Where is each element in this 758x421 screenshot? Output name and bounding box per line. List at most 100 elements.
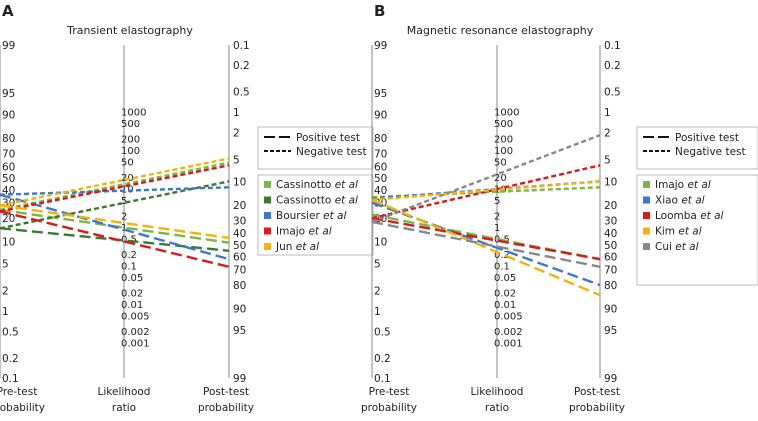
likelihood-ratio-tick-label: 0.2 [121,250,137,261]
post-test-tick-label: 80 [233,280,246,292]
post-test-tick-label: 99 [233,373,246,385]
post-test-tick-label: 10 [233,176,246,188]
series-line-negative [0,157,230,207]
likelihood-ratio-tick-label: 20 [494,173,507,184]
post-test-tick-label: 50 [233,240,246,252]
pre-test-tick-label: 99 [2,40,15,52]
series-legend-label: Imajo et al [655,179,711,191]
pre-test-tick-label: 90 [374,109,387,121]
pre-test-tick-label: 50 [374,173,387,185]
likelihood-ratio-tick-label: 100 [121,146,140,157]
series-legend-label: Jun et al [275,241,319,253]
x-axis-label-mid: ratio [112,402,136,414]
series-suffix: et al [681,195,704,207]
likelihood-ratio-tick-label: 0.05 [494,273,516,284]
x-axis-label-right: probability [569,402,625,414]
likelihood-ratio-tick-label: 0.005 [494,312,523,323]
likelihood-ratio-tick-label: 0.01 [121,300,143,311]
likelihood-ratio-tick-label: 100 [494,146,513,157]
x-axis-label-right: Post-test [203,386,249,398]
pre-test-tick-label: 60 [2,161,15,173]
post-test-tick-label: 95 [604,325,617,337]
likelihood-ratio-tick-label: 0.02 [494,288,516,299]
series-name: Imajo [655,179,687,191]
likelihood-ratio-tick-label: 1 [494,223,500,234]
likelihood-ratio-tick-label: 0.2 [494,250,510,261]
series-legend-label: Boursier et al [276,210,346,222]
pre-test-tick-label: 1 [374,306,381,318]
pre-test-tick-label: 99 [374,40,387,52]
series-line-negative [0,186,230,196]
post-test-tick-label: 40 [233,228,246,240]
x-axis-label-left: Pre-test [0,386,37,398]
x-axis-label-left: probability [361,402,417,414]
post-test-tick-label: 95 [233,325,246,337]
series-line-positive [371,198,601,297]
pre-test-tick-label: 60 [374,161,387,173]
likelihood-ratio-tick-label: 10 [121,185,134,196]
x-axis-label-left: probability [0,402,45,414]
pre-test-tick-label: 0.5 [2,326,19,338]
series-legend-label: Kim et al [655,226,702,238]
post-test-tick-label: 1 [604,107,611,119]
legend-swatch [264,227,271,235]
likelihood-ratio-tick-label: 2 [494,211,500,222]
series-line-negative [0,164,230,213]
post-test-tick-label: 60 [233,252,246,264]
series-line-negative [0,161,230,212]
series-legend-label: Cassinotto et al [276,179,358,191]
legend-swatch [264,243,271,250]
post-test-tick-label: 1 [233,107,240,119]
pre-test-tick-label: 95 [2,88,15,100]
legend-swatch [264,181,271,188]
post-test-tick-label: 40 [604,228,617,240]
series-legend-label: Imajo et al [276,226,332,238]
likelihood-ratio-tick-label: 200 [121,134,140,145]
post-test-tick-label: 10 [604,176,617,188]
pre-test-tick-label: 10 [374,237,387,249]
x-axis-label-right: Post-test [574,386,620,398]
pre-test-tick-label: 90 [2,109,15,121]
series-legend-box [257,174,374,256]
series-line-negative [371,164,601,220]
legend-swatch [643,196,650,204]
series-suffix: et al [323,210,346,222]
series-line-negative [371,180,601,202]
post-test-tick-label: 0.1 [604,40,621,52]
pre-test-tick-label: 70 [374,149,387,161]
series-legend-label: Loomba et al [655,210,724,222]
series-name: Boursier [276,210,323,222]
post-test-tick-label: 20 [604,200,617,212]
likelihood-ratio-tick-label: 500 [121,119,140,130]
series-name: Cassinotto [276,179,335,191]
post-test-tick-label: 5 [604,155,611,167]
likelihood-ratio-tick-label: 0.1 [121,262,137,273]
series-name: Loomba [655,210,700,222]
likelihood-ratio-tick-label: 50 [121,158,134,169]
x-axis-label-mid: Likelihood [471,386,524,398]
series-line-positive [371,220,601,268]
series-suffix: et al [335,179,358,191]
series-suffix: et al [308,226,331,238]
x-axis-label-left: Pre-test [369,386,410,398]
pre-test-tick-label: 0.1 [2,373,19,385]
post-test-tick-label: 99 [604,373,617,385]
series-suffix: et al [675,241,698,253]
likelihood-ratio-tick-label: 5 [494,196,500,207]
post-test-tick-label: 90 [604,304,617,316]
likelihood-ratio-tick-label: 0.1 [494,262,510,273]
series-line-positive [0,210,230,268]
test-legend-label: Positive test [296,132,360,144]
series-line-positive [0,193,230,261]
post-test-tick-label: 70 [233,264,246,276]
likelihood-ratio-tick-label: 1000 [121,108,146,119]
pre-test-tick-label: 0.2 [2,353,19,365]
test-legend-label: Negative test [675,146,746,158]
series-suffix: et al [687,179,710,191]
post-test-tick-label: 2 [233,127,240,139]
pre-test-tick-label: 0.5 [374,326,391,338]
likelihood-ratio-tick-label: 2 [121,211,127,222]
